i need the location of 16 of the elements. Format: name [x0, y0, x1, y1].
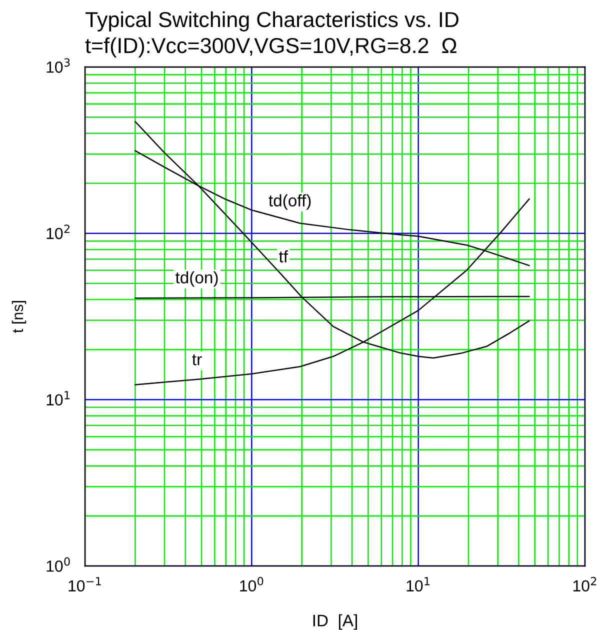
annotation: td(off): [268, 194, 311, 210]
x-tick-label: 10$^{2}$: [573, 576, 596, 592]
x-axis-title: ID [A]: [313, 614, 357, 630]
annotation: tf: [279, 250, 288, 262]
chart-subtitle: t=f(ID):Vcc=300V,VGS=10V,RG=8.2 Ω: [85, 37, 456, 58]
y-tick-label: 10$^{3}$: [46, 58, 70, 73]
y-tick-label: 10$^{0}$: [46, 557, 70, 572]
x-tick-label: 10$^{0}$: [240, 576, 264, 592]
annotation: td(on): [176, 271, 218, 287]
y-tick-label: 10$^{2}$: [46, 224, 70, 240]
chart-title: Typical Switching Characteristics vs. ID: [85, 11, 458, 32]
y-tick-label: 10$^{1}$: [46, 391, 70, 406]
annotation: tr: [192, 354, 202, 366]
x-tick-label: 10$^{−1}$: [68, 577, 101, 592]
x-tick-label: 10$^{1}$: [406, 577, 430, 592]
y-axis-title: t [ns]: [12, 301, 26, 333]
